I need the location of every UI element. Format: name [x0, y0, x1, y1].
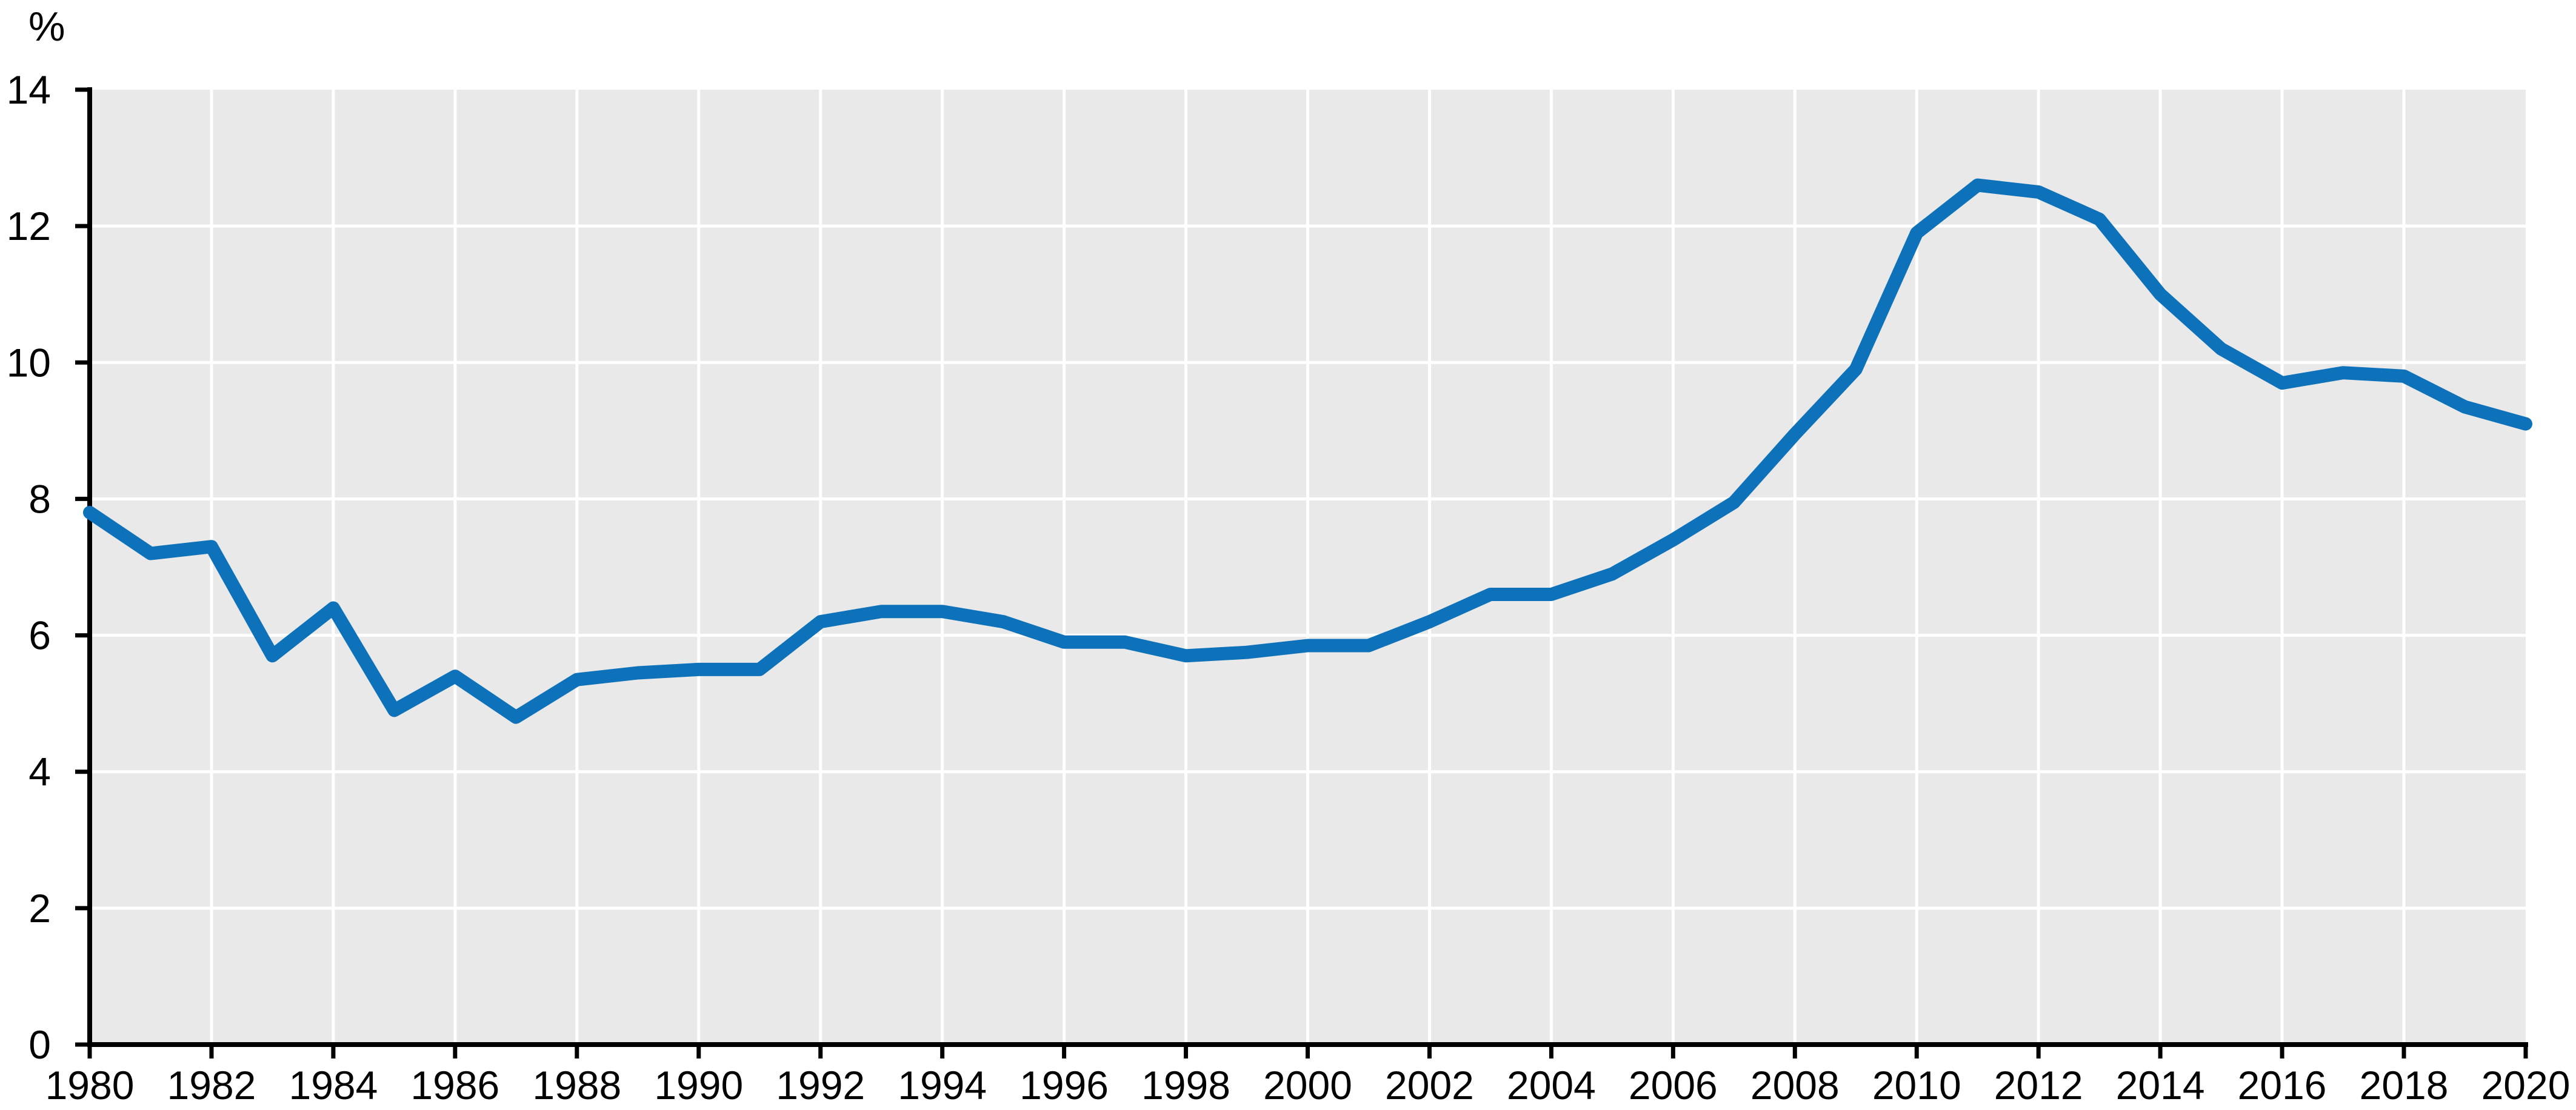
x-tick-label: 1994 [898, 1063, 987, 1108]
x-tick-label: 1992 [776, 1063, 865, 1108]
y-tick-label: 10 [7, 340, 51, 385]
x-tick-label: 2002 [1385, 1063, 1474, 1108]
x-tick-label: 1980 [45, 1063, 135, 1108]
x-tick-label: 2010 [1872, 1063, 1961, 1108]
x-tick-label: 1996 [1019, 1063, 1109, 1108]
y-tick-label: 8 [28, 476, 51, 521]
gridlines [90, 90, 2526, 1045]
y-axis-unit-label: % [28, 4, 65, 50]
axes [75, 87, 2528, 1058]
data-series [83, 178, 2532, 724]
data-line-series [83, 178, 2532, 724]
x-tick-label: 2012 [1994, 1063, 2083, 1108]
x-tick-label: 2020 [2481, 1063, 2571, 1108]
x-tick-label: 1986 [410, 1063, 499, 1108]
y-tick-label: 4 [28, 749, 51, 794]
x-tick-label: 1982 [167, 1063, 256, 1108]
x-tick-label: 2000 [1263, 1063, 1352, 1108]
x-tick-label: 1998 [1141, 1063, 1230, 1108]
y-tick-label: 0 [28, 1022, 51, 1067]
y-tick-label: 6 [28, 613, 51, 658]
y-tick-label: 14 [7, 67, 51, 112]
y-tick-label: 12 [7, 204, 51, 248]
x-tick-label: 2018 [2360, 1063, 2449, 1108]
x-tick-label: 1984 [289, 1063, 378, 1108]
x-tick-label: 2014 [2116, 1063, 2205, 1108]
axis-labels: 0 2 4 6 8 10 12 14 1980 1982 1984 1986 1988 1990 1992 1… [7, 67, 2571, 1108]
x-tick-label: 2016 [2238, 1063, 2327, 1108]
x-tick-label: 2008 [1750, 1063, 1840, 1108]
y-tick-label: 2 [28, 886, 51, 931]
x-tick-label: 2006 [1629, 1063, 1718, 1108]
x-tick-label: 1988 [532, 1063, 621, 1108]
x-tick-label: 2004 [1507, 1063, 1596, 1108]
x-tick-label: 1990 [654, 1063, 743, 1108]
